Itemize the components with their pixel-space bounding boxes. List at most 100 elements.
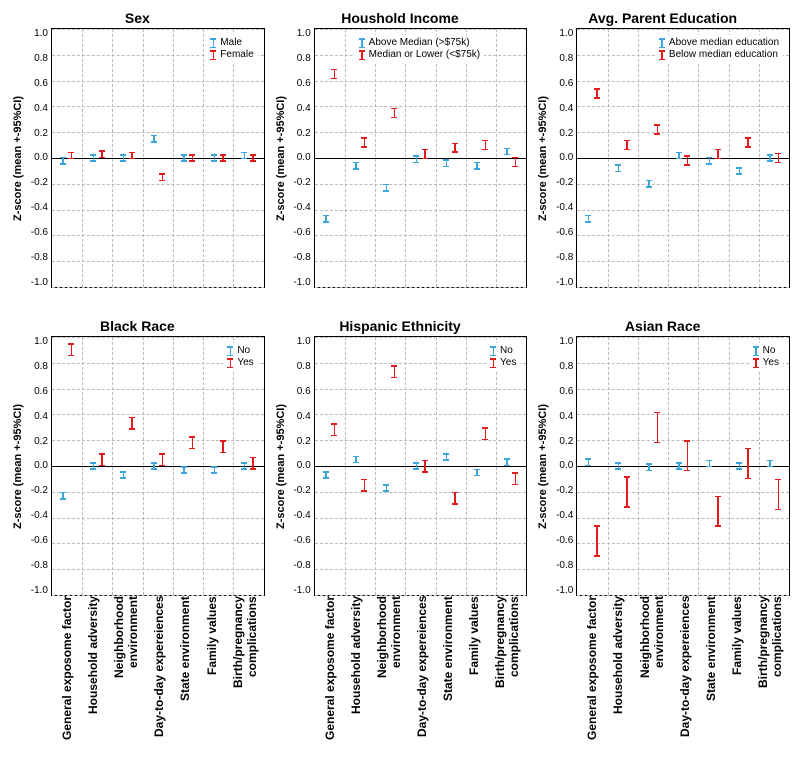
plot-area: NoYes xyxy=(576,336,790,596)
zero-line xyxy=(52,158,264,159)
grid-line-h xyxy=(52,337,264,338)
legend-row: Male xyxy=(210,37,253,49)
data-point xyxy=(775,153,781,163)
data-point xyxy=(383,484,389,492)
y-tick: -1.0 xyxy=(287,585,311,596)
legend-row: Above Median (>$75k) xyxy=(359,37,480,49)
data-point xyxy=(443,159,449,167)
x-label: State environment xyxy=(704,596,718,756)
grid-line-h xyxy=(315,29,527,30)
data-point xyxy=(676,152,682,160)
y-tick: 0.4 xyxy=(287,411,311,422)
data-point xyxy=(361,137,367,147)
data-point xyxy=(361,479,367,492)
x-label: Birth/pregnancy complications xyxy=(231,596,259,756)
data-point xyxy=(646,463,652,471)
data-point xyxy=(181,154,187,162)
data-point xyxy=(189,436,195,449)
data-point xyxy=(624,476,630,507)
y-tick: -0.6 xyxy=(24,227,48,238)
legend-row: Median or Lower (<$75k) xyxy=(359,49,480,61)
plot-area: Above median educationBelow median educa… xyxy=(576,28,790,288)
data-point xyxy=(60,157,66,165)
data-point xyxy=(129,152,135,160)
y-tick: 0.2 xyxy=(24,436,48,447)
data-point xyxy=(211,466,217,474)
y-tick: 0.2 xyxy=(287,128,311,139)
panel-asian: Asian RaceZ-score (mean +-95%CI)1.00.80.… xyxy=(535,318,790,758)
legend-label: No xyxy=(237,345,250,357)
legend-marker xyxy=(490,358,496,368)
grid-line-h xyxy=(52,235,264,236)
data-point xyxy=(250,154,256,162)
legend: NoYes xyxy=(223,343,257,371)
grid-line-h xyxy=(315,414,527,415)
x-label: Neighborhood environment xyxy=(112,596,140,756)
grid-line-h xyxy=(315,389,527,390)
plot-area: Above Median (>$75k)Median or Lower (<$7… xyxy=(314,28,528,288)
legend-label: Female xyxy=(220,49,253,61)
y-tick: -0.2 xyxy=(287,485,311,496)
data-point xyxy=(383,184,389,192)
legend-label: Male xyxy=(220,37,242,49)
y-tick: 0.2 xyxy=(24,128,48,139)
data-point xyxy=(323,471,329,479)
x-label: Household adversity xyxy=(86,596,100,756)
grid-line-h xyxy=(52,184,264,185)
y-tick: -0.8 xyxy=(24,252,48,263)
y-ticks: 1.00.80.60.40.20.0-0.2-0.4-0.6-0.8-1.0 xyxy=(24,336,51,596)
data-point xyxy=(767,154,773,162)
legend: NoYes xyxy=(486,343,520,371)
y-tick: -0.8 xyxy=(549,252,573,263)
y-tick: -0.2 xyxy=(24,177,48,188)
y-tick: 0.8 xyxy=(549,53,573,64)
x-label: Family values xyxy=(730,596,744,756)
y-tick: 0.4 xyxy=(24,411,48,422)
data-point xyxy=(331,69,337,79)
legend-row: Above median education xyxy=(659,37,779,49)
legend-marker xyxy=(753,346,759,356)
data-point xyxy=(745,137,751,147)
data-point xyxy=(736,167,742,175)
grid-line-h xyxy=(315,81,527,82)
grid-line-h xyxy=(577,492,789,493)
y-tick: -1.0 xyxy=(24,585,48,596)
grid-line-h xyxy=(315,235,527,236)
grid-line-h xyxy=(52,543,264,544)
data-point xyxy=(504,458,510,466)
grid-line-h xyxy=(315,261,527,262)
y-ticks: 1.00.80.60.40.20.0-0.2-0.4-0.6-0.8-1.0 xyxy=(549,28,576,288)
data-point xyxy=(422,149,428,159)
data-point xyxy=(706,460,712,468)
legend: NoYes xyxy=(749,343,783,371)
legend-row: No xyxy=(490,345,516,357)
grid-line-h xyxy=(52,414,264,415)
x-label: Family values xyxy=(467,596,481,756)
data-point xyxy=(68,152,74,160)
data-point xyxy=(443,453,449,461)
data-point xyxy=(512,157,518,167)
data-point xyxy=(715,149,721,159)
y-tick: -0.4 xyxy=(287,510,311,521)
legend-marker xyxy=(210,50,216,60)
data-point xyxy=(512,472,518,485)
y-tick: 0.2 xyxy=(549,436,573,447)
data-point xyxy=(353,162,359,170)
legend-label: Above median education xyxy=(669,37,779,49)
grid-line-h xyxy=(52,287,264,288)
legend-marker xyxy=(227,358,233,368)
y-tick: -0.2 xyxy=(24,485,48,496)
y-tick: -1.0 xyxy=(287,277,311,288)
y-tick: -0.6 xyxy=(549,535,573,546)
x-label: General exposome factor xyxy=(60,596,74,756)
y-tick: -0.4 xyxy=(549,202,573,213)
legend-row: Female xyxy=(210,49,253,61)
x-label: Neighborhood environment xyxy=(638,596,666,756)
grid-line-h xyxy=(315,337,527,338)
legend-row: Yes xyxy=(490,357,516,369)
grid-line-h xyxy=(315,210,527,211)
data-point xyxy=(585,215,591,223)
data-point xyxy=(353,456,359,464)
legend-row: Yes xyxy=(753,357,779,369)
grid-line-h xyxy=(52,518,264,519)
